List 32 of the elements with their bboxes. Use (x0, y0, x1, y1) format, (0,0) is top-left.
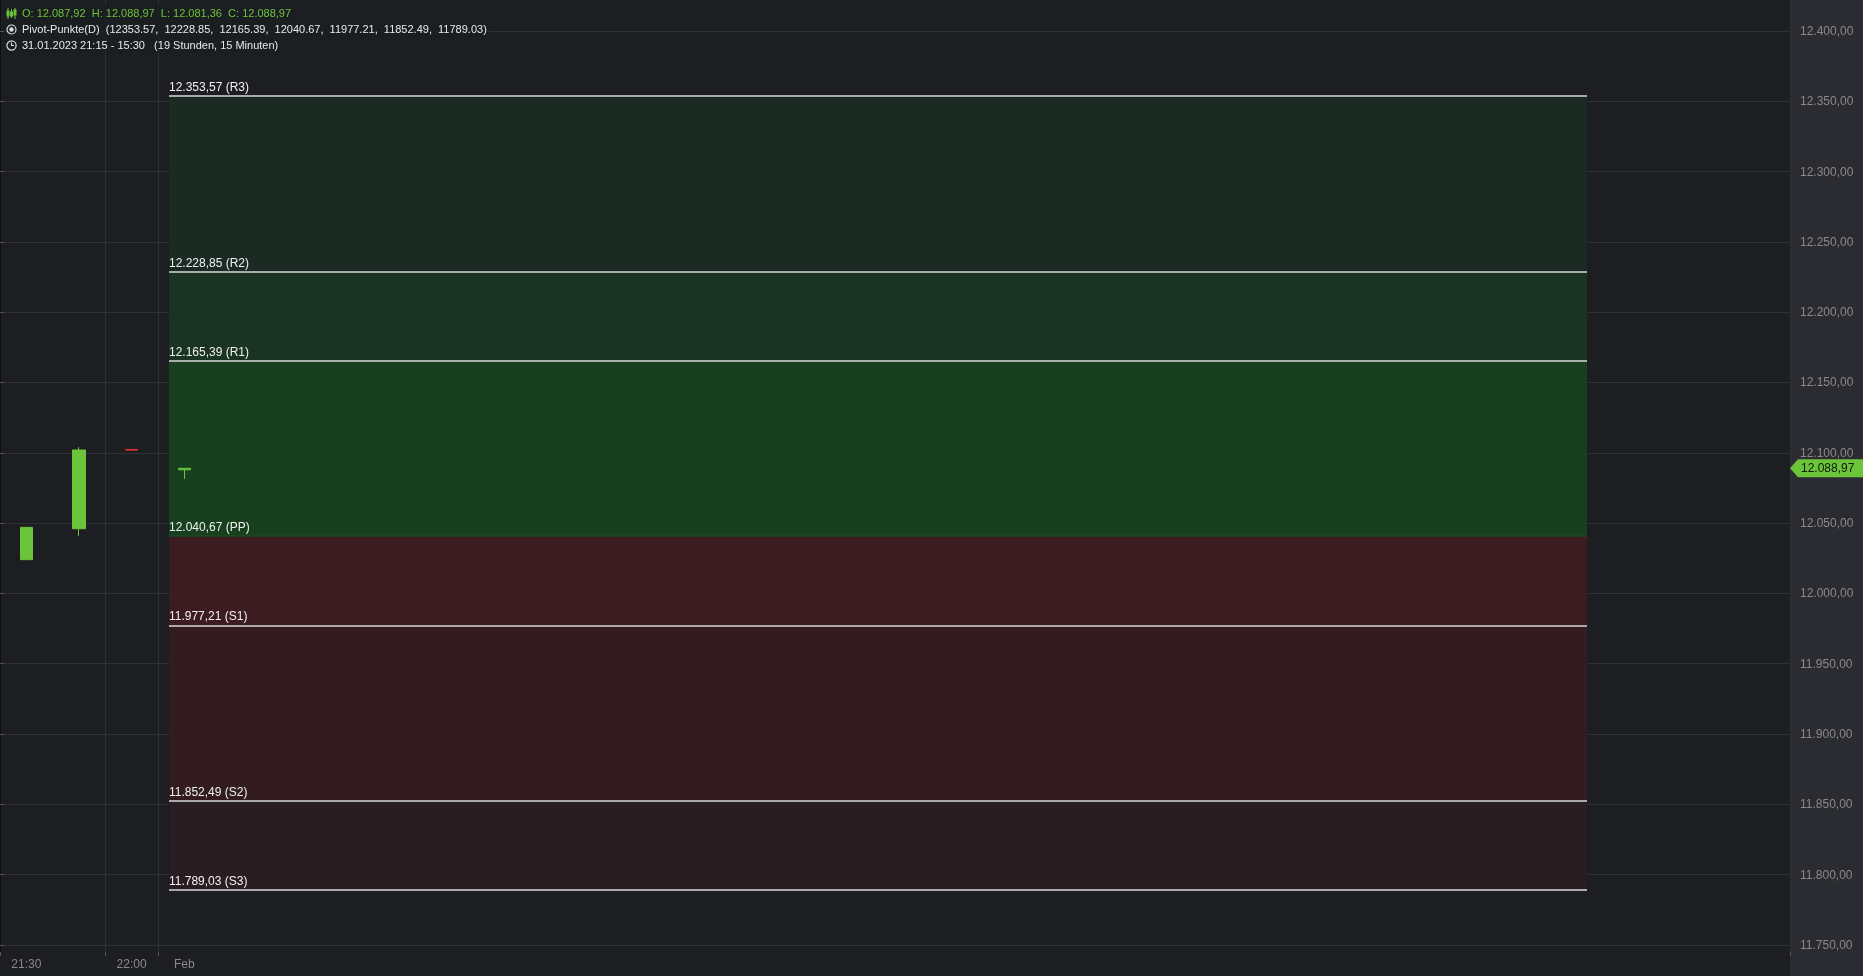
x-tick-label: 21:30 (11, 957, 42, 971)
annotation: Pivot-Punkte(D) (12353.57, 12228.85, 12165.39, 12040.67, 11977.21, 11852.49, 11789.03) (22, 22, 487, 37)
ref-line-label: 11.852,49 (S2) (168, 784, 248, 799)
text: 12.088,97 (1801, 461, 1855, 476)
y-tick-label: 11.900,00 (1800, 727, 1853, 742)
y-tick-label: 12.150,00 (1800, 375, 1854, 390)
ref-line-label: 12.040,67 (PP) (168, 520, 250, 535)
x-tick-label: Feb (173, 957, 195, 971)
candlestick (125, 448, 138, 451)
annotation: O: 12.087,92 H: 12.088,97 L: 12.081,36 C: 12.088,97 (22, 6, 292, 21)
y-tick-label: 11.750,00 (1800, 937, 1853, 952)
y-tick-label: 12.000,00 (1800, 586, 1854, 601)
candlestick (20, 526, 33, 561)
y-tick-label: 12.200,00 (1800, 305, 1854, 320)
y-tick-label: 12.300,00 (1800, 164, 1854, 179)
y-tick-label: 12.050,00 (1800, 516, 1854, 531)
y-tick-label: 11.950,00 (1800, 656, 1853, 671)
y-tick-label: 11.800,00 (1800, 867, 1853, 882)
ref-line-label: 11.789,03 (S3) (168, 874, 248, 889)
ref-line-label: 11.977,21 (S1) (168, 609, 248, 624)
ref-line-label: 12.228,85 (R2) (168, 255, 250, 270)
y-tick-label: 11.850,00 (1800, 797, 1853, 812)
y-tick-label: 12.350,00 (1800, 94, 1854, 109)
annotation: 31.01.2023 21:15 - 15:30 (19 Stunden, 15 Minuten) (22, 38, 279, 53)
y-tick-label: 12.400,00 (1800, 23, 1854, 38)
x-tick-label: 22:00 (116, 957, 147, 971)
y-tick-label: 12.250,00 (1800, 234, 1854, 249)
ref-line-label: 12.353,57 (R3) (168, 80, 250, 95)
ref-line-label: 12.165,39 (R1) (168, 344, 250, 359)
y-tick-label: 12.100,00 (1800, 445, 1854, 460)
candlestick (178, 467, 191, 480)
candlestick (72, 446, 86, 537)
